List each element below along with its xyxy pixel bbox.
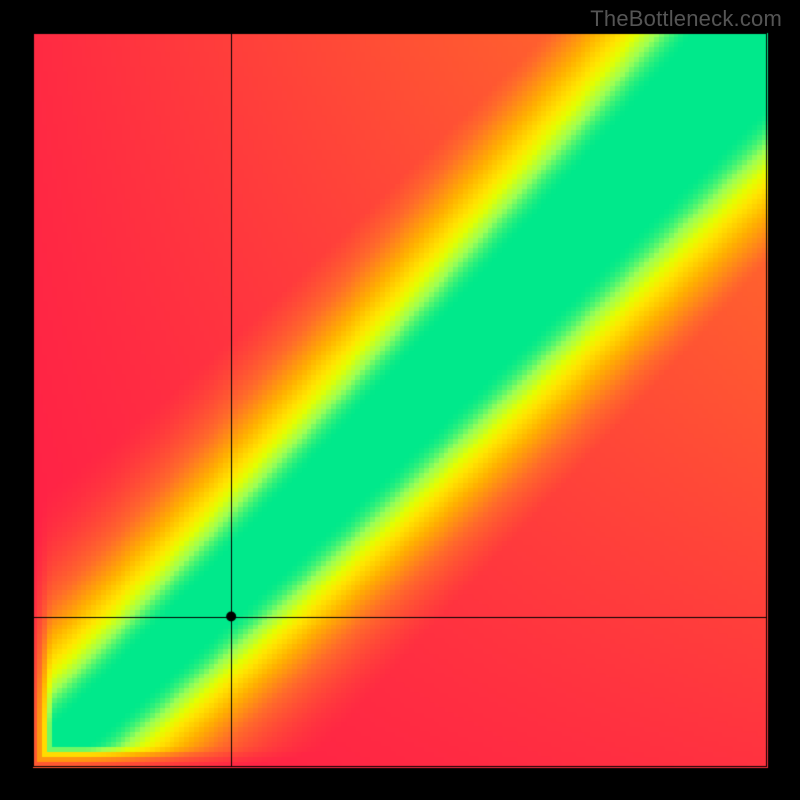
chart-container: TheBottleneck.com	[0, 0, 800, 800]
watermark-text: TheBottleneck.com	[590, 6, 782, 32]
heatmap-canvas	[0, 0, 800, 800]
